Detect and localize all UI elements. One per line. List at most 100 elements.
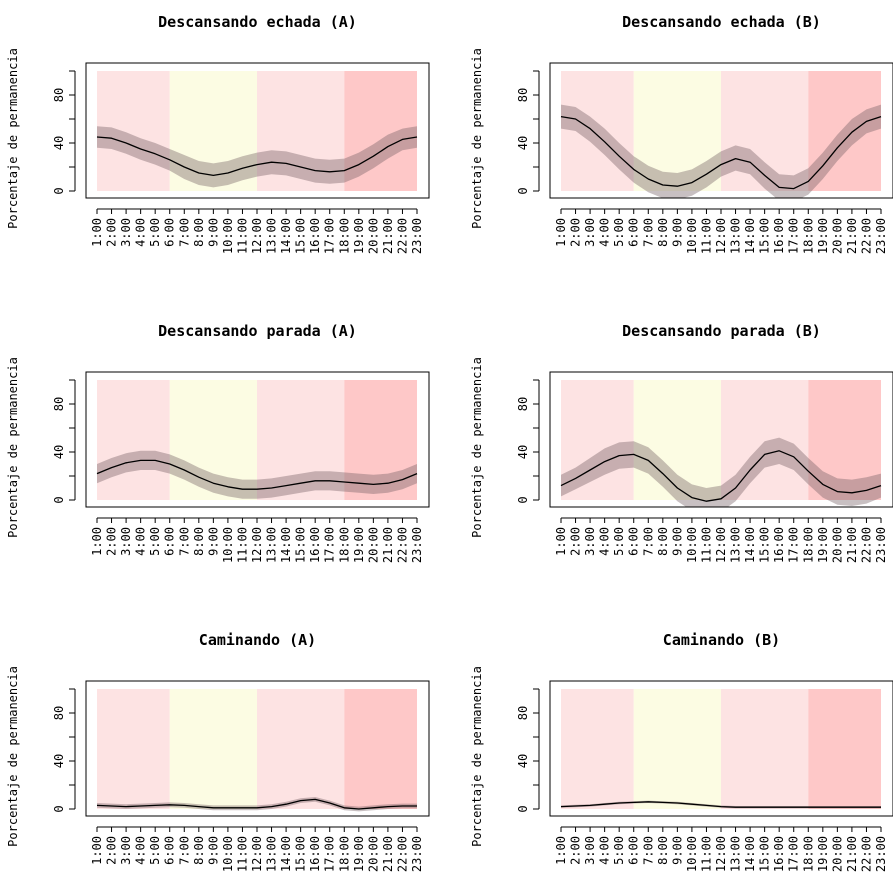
x-tick-label: 10:00 bbox=[221, 218, 235, 254]
x-tick-label: 9:00 bbox=[206, 836, 220, 865]
x-tick-label: 9:00 bbox=[670, 527, 684, 556]
x-tick-label: 18:00 bbox=[337, 836, 351, 872]
x-tick-label: 11:00 bbox=[699, 836, 713, 872]
y-tick-label: 40 bbox=[52, 136, 66, 150]
x-tick-label: 23:00 bbox=[410, 836, 424, 872]
x-tick-label: 5:00 bbox=[612, 836, 626, 865]
chart-title: Descansando parada (B) bbox=[622, 322, 821, 340]
confidence-ribbon bbox=[97, 797, 417, 812]
y-tick-label: 0 bbox=[516, 496, 530, 503]
y-tick-label: 0 bbox=[52, 805, 66, 812]
x-tick-label: 11:00 bbox=[235, 836, 249, 872]
x-tick-label: 2:00 bbox=[569, 836, 583, 865]
background-band-yellow bbox=[169, 71, 257, 191]
plot-frame bbox=[85, 371, 430, 508]
x-tick-label: 20:00 bbox=[830, 836, 844, 872]
background-band-red bbox=[344, 380, 417, 500]
x-tick-label: 18:00 bbox=[337, 527, 351, 563]
background-band-pink bbox=[561, 689, 634, 809]
x-tick-label: 12:00 bbox=[714, 836, 728, 872]
background-band-pink bbox=[257, 380, 345, 500]
x-tick-label: 8:00 bbox=[656, 836, 670, 865]
background-band-red bbox=[808, 689, 881, 809]
x-tick-label: 3:00 bbox=[119, 218, 133, 247]
background-band-red bbox=[808, 71, 881, 191]
x-tick-label: 14:00 bbox=[279, 527, 293, 563]
x-tick-label: 14:00 bbox=[743, 836, 757, 872]
x-tick-label: 15:00 bbox=[758, 218, 772, 254]
x-tick-label: 22:00 bbox=[395, 218, 409, 254]
y-axis-label: Porcentaje de permanencia bbox=[6, 48, 20, 229]
x-tick-label: 12:00 bbox=[714, 527, 728, 563]
x-tick-label: 3:00 bbox=[119, 836, 133, 865]
x-tick-label: 19:00 bbox=[352, 218, 366, 254]
y-tick-label: 40 bbox=[516, 754, 530, 768]
x-tick-label: 1:00 bbox=[554, 527, 568, 556]
x-tick-label: 10:00 bbox=[685, 527, 699, 563]
chart-title: Caminando (B) bbox=[663, 631, 780, 649]
y-axis-label: Porcentaje de permanencia bbox=[6, 666, 20, 847]
x-tick-label: 13:00 bbox=[265, 527, 279, 563]
x-tick-label: 7:00 bbox=[641, 836, 655, 865]
x-tick-label: 23:00 bbox=[874, 836, 888, 872]
x-tick-label: 2:00 bbox=[569, 218, 583, 247]
y-axis-label: Porcentaje de permanencia bbox=[470, 357, 484, 538]
y-tick-label: 80 bbox=[52, 706, 66, 720]
x-tick-label: 2:00 bbox=[105, 527, 119, 556]
x-tick-label: 1:00 bbox=[90, 527, 104, 556]
y-tick-label: 80 bbox=[52, 88, 66, 102]
background-band-red bbox=[808, 380, 881, 500]
x-tick-label: 23:00 bbox=[874, 527, 888, 563]
x-tick-label: 16:00 bbox=[772, 218, 786, 254]
x-tick-label: 14:00 bbox=[743, 218, 757, 254]
background-band-pink bbox=[721, 689, 809, 809]
y-tick-label: 0 bbox=[52, 187, 66, 194]
x-tick-label: 1:00 bbox=[554, 836, 568, 865]
confidence-ribbon bbox=[97, 450, 417, 499]
series-line bbox=[560, 801, 881, 808]
x-tick-label: 4:00 bbox=[134, 527, 148, 556]
background-band-red bbox=[344, 71, 417, 191]
x-tick-label: 19:00 bbox=[816, 527, 830, 563]
x-tick-label: 8:00 bbox=[656, 527, 670, 556]
x-tick-label: 13:00 bbox=[729, 527, 743, 563]
y-tick-label: 0 bbox=[516, 187, 530, 194]
x-tick-label: 13:00 bbox=[729, 836, 743, 872]
x-tick-label: 15:00 bbox=[758, 836, 772, 872]
x-tick-label: 20:00 bbox=[830, 218, 844, 254]
x-tick-label: 20:00 bbox=[366, 836, 380, 872]
x-tick-label: 21:00 bbox=[381, 218, 395, 254]
x-tick-label: 17:00 bbox=[323, 836, 337, 872]
background-band-yellow bbox=[169, 689, 257, 809]
y-tick-label: 0 bbox=[52, 496, 66, 503]
background-band-pink bbox=[721, 380, 809, 500]
x-tick-label: 11:00 bbox=[699, 218, 713, 254]
x-tick-label: 15:00 bbox=[294, 527, 308, 563]
x-tick-label: 7:00 bbox=[177, 527, 191, 556]
x-tick-label: 19:00 bbox=[816, 218, 830, 254]
x-tick-label: 8:00 bbox=[656, 218, 670, 247]
x-tick-label: 10:00 bbox=[221, 836, 235, 872]
chart-panel: Caminando (B) 0 40 80 Porcentaje de permanen… bbox=[470, 631, 893, 872]
plot-frame bbox=[549, 680, 893, 817]
y-tick-label: 40 bbox=[516, 136, 530, 150]
y-axis-label: Porcentaje de permanencia bbox=[470, 48, 484, 229]
x-tick-label: 12:00 bbox=[250, 218, 264, 254]
x-tick-label: 5:00 bbox=[612, 527, 626, 556]
x-tick-label: 13:00 bbox=[265, 218, 279, 254]
x-tick-label: 9:00 bbox=[670, 218, 684, 247]
y-tick-label: 40 bbox=[52, 445, 66, 459]
x-tick-label: 6:00 bbox=[163, 527, 177, 556]
x-tick-label: 17:00 bbox=[787, 218, 801, 254]
x-tick-label: 18:00 bbox=[801, 527, 815, 563]
background-band-yellow bbox=[169, 380, 257, 500]
x-tick-label: 7:00 bbox=[641, 218, 655, 247]
x-tick-label: 22:00 bbox=[395, 836, 409, 872]
background-band-pink bbox=[97, 380, 170, 500]
x-tick-label: 16:00 bbox=[772, 836, 786, 872]
background-band-pink bbox=[257, 71, 345, 191]
x-tick-label: 16:00 bbox=[308, 218, 322, 254]
x-tick-label: 21:00 bbox=[845, 527, 859, 563]
confidence-ribbon bbox=[561, 437, 881, 507]
